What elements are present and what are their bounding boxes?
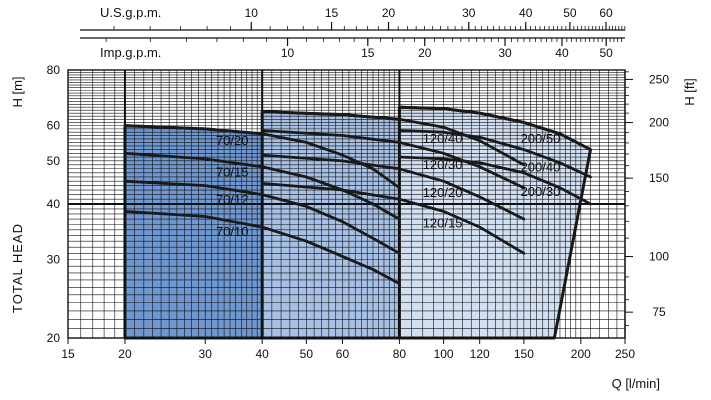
curve-120-30 xyxy=(260,129,526,190)
x-tick-label: 50 xyxy=(300,347,314,361)
x-axis-title: Q [l/min] xyxy=(612,376,660,391)
us-tick-label: 20 xyxy=(382,6,396,20)
curve-label-70-10: 70/10 xyxy=(216,224,249,239)
curve-120-20 xyxy=(260,153,526,221)
curve-label-70-12: 70/12 xyxy=(216,192,249,207)
top-imp-axis-label: Imp.g.p.m. xyxy=(100,45,161,60)
curve-70-10 xyxy=(123,210,401,285)
grid xyxy=(67,69,626,339)
curve-120-15 xyxy=(260,182,526,255)
x-tick-label: 250 xyxy=(615,347,635,361)
curve-label-200-40: 200/40 xyxy=(521,159,561,174)
curve-200-50 xyxy=(398,105,592,151)
y-right-tick-label: 100 xyxy=(649,250,669,264)
y-tick-label: 80 xyxy=(47,63,61,77)
imp-tick-label: 15 xyxy=(361,46,375,60)
curve-label-120-15: 120/15 xyxy=(423,215,463,230)
x-tick-label: 60 xyxy=(336,347,350,361)
curve-120-40 xyxy=(260,110,526,167)
y-right-units: H [ft] xyxy=(682,78,697,105)
y-right-tick-label: 150 xyxy=(649,171,669,185)
curve-70-20 xyxy=(123,124,401,190)
curve-200-30 xyxy=(398,155,592,206)
x-tick-label: 20 xyxy=(118,347,132,361)
x-tick-label: 15 xyxy=(61,347,75,361)
curve-70-15 xyxy=(123,151,401,221)
imp-tick-label: 40 xyxy=(555,46,569,60)
us-tick-label: 50 xyxy=(563,6,577,20)
y-axis-title: TOTAL HEAD xyxy=(10,223,25,313)
curve-label-200-50: 200/50 xyxy=(521,131,561,146)
x-tick-label: 30 xyxy=(199,347,213,361)
imp-tick-label: 10 xyxy=(281,46,295,60)
tick-labels: 15 20 30 40 50 60 80 100 120 150 200 25020304050608… xyxy=(47,6,670,361)
y-left-units: H [m] xyxy=(10,76,25,107)
us-tick-label: 15 xyxy=(325,6,339,20)
imp-tick-label: 30 xyxy=(498,46,512,60)
curve-labels: 70/20 70/15 70/12 70/10 120/40 120/30 120/20 12… xyxy=(216,131,560,239)
axes xyxy=(67,22,633,344)
imp-tick-label: 20 xyxy=(418,46,432,60)
curve-label-70-20: 70/20 xyxy=(216,133,249,148)
top-us-axis-label: U.S.g.p.m. xyxy=(100,5,161,20)
y-right-tick-label: 250 xyxy=(649,72,669,86)
curve-label-120-20: 120/20 xyxy=(423,185,463,200)
x-tick-label: 100 xyxy=(434,347,454,361)
curve-label-120-30: 120/30 xyxy=(423,157,463,172)
curve-label-120-40: 120/40 xyxy=(423,131,463,146)
x-tick-label: 40 xyxy=(256,347,270,361)
imp-tick-label: 50 xyxy=(599,46,613,60)
y-right-tick-label: 75 xyxy=(652,305,666,319)
curve-70-12 xyxy=(123,179,401,255)
us-tick-label: 60 xyxy=(599,6,613,20)
curves xyxy=(123,105,592,285)
x-tick-label: 120 xyxy=(470,347,490,361)
curve-label-70-15: 70/15 xyxy=(216,165,249,180)
curve-200-40 xyxy=(398,129,592,179)
y-right-tick-label: 200 xyxy=(649,116,669,130)
y-tick-label: 50 xyxy=(47,154,61,168)
x-tick-label: 200 xyxy=(571,347,591,361)
x-tick-label: 80 xyxy=(393,347,407,361)
curve-label-200-30: 200/30 xyxy=(521,184,561,199)
us-tick-label: 40 xyxy=(519,6,533,20)
y-tick-label: 40 xyxy=(47,197,61,211)
y-tick-label: 30 xyxy=(47,253,61,267)
us-tick-label: 10 xyxy=(245,6,259,20)
y-tick-label: 60 xyxy=(47,119,61,133)
us-tick-label: 30 xyxy=(462,6,476,20)
x-tick-label: 150 xyxy=(514,347,534,361)
y-tick-label: 20 xyxy=(47,331,61,345)
